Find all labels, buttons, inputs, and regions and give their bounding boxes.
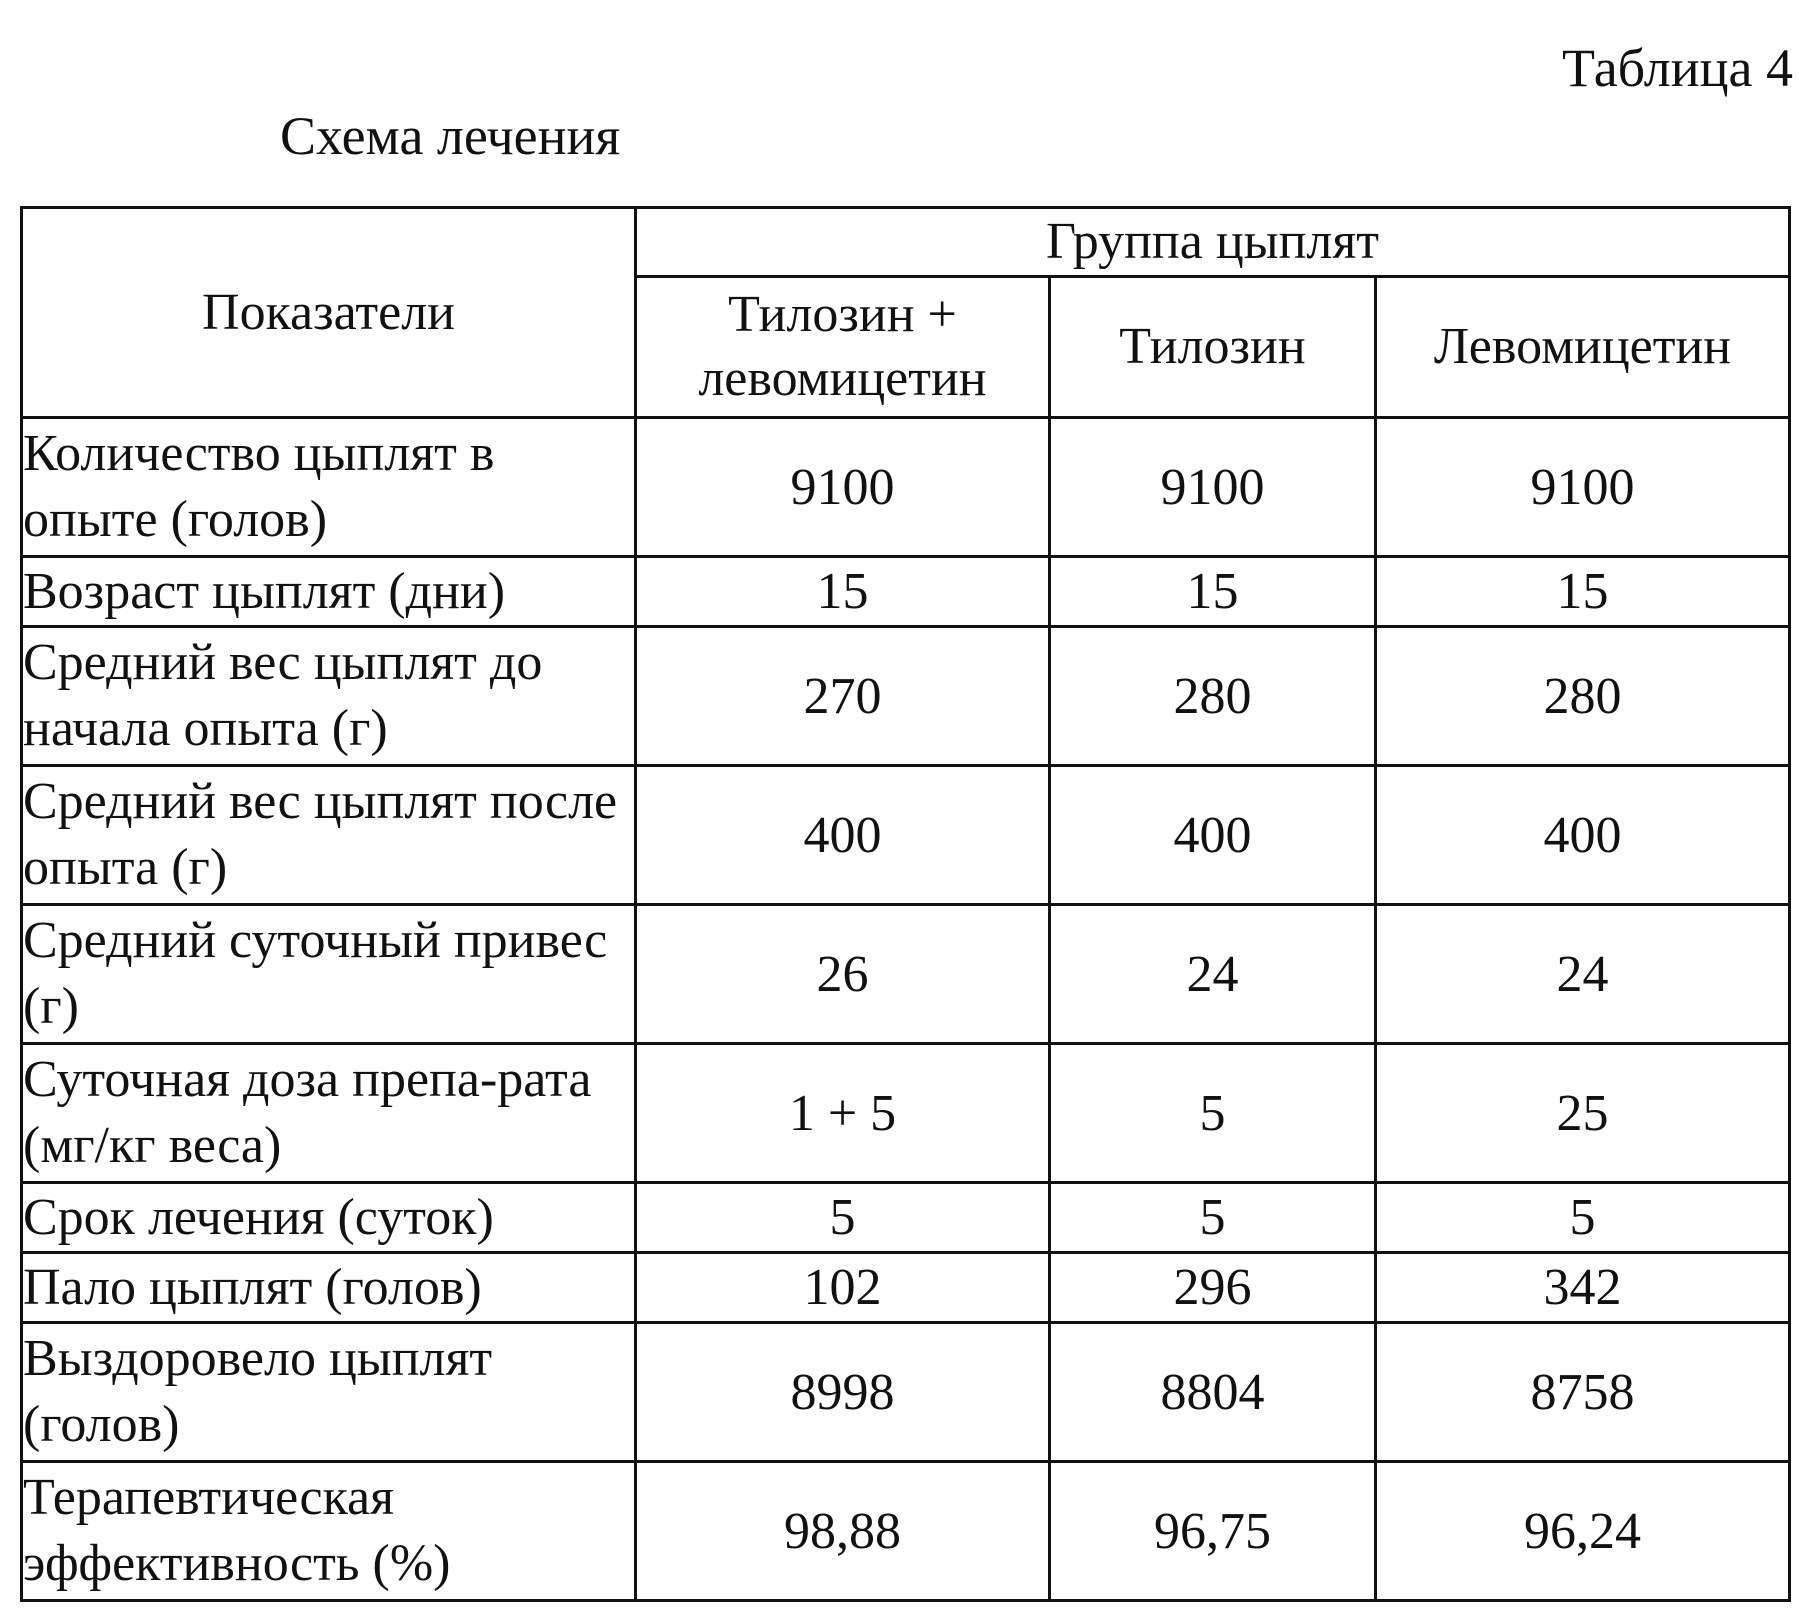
row-label: Выздоровело цыплят (голов) — [20, 1321, 637, 1463]
cell-value: 5 — [634, 1181, 1051, 1254]
cell-value: 400 — [1048, 764, 1377, 906]
header-row-group: Показатели Группа цыплят — [20, 206, 1792, 419]
cell-value: 5 — [1048, 1181, 1377, 1254]
table-row: Количество цыплят в опыте (голов) 9100 9… — [20, 416, 1792, 558]
table-row: Срок лечения (суток) 5 5 5 — [20, 1181, 1792, 1254]
cell-value: 342 — [1373, 1251, 1792, 1324]
table-row: Средний суточный привес (г) 26 24 24 — [20, 903, 1792, 1045]
cell-value: 26 — [634, 903, 1051, 1045]
table-row: Пало цыплят (голов) 102 296 342 — [20, 1251, 1792, 1324]
cell-value: 9100 — [1048, 416, 1377, 558]
row-label: Средний вес цыплят до начала опыта (г) — [20, 625, 637, 767]
table-row: Терапевтическая эффективность (%) 98,88 … — [20, 1460, 1792, 1602]
cell-value: 25 — [1373, 1042, 1792, 1184]
header-chicken-group: Группа цыплят — [633, 206, 1792, 278]
cell-value: 15 — [1373, 555, 1792, 628]
row-label: Срок лечения (суток) — [20, 1181, 637, 1254]
cell-value: 8804 — [1048, 1321, 1377, 1463]
row-label: Возраст цыплят (дни) — [20, 555, 637, 628]
cell-value: 15 — [1048, 555, 1377, 628]
cell-value: 8998 — [634, 1321, 1051, 1463]
cell-value: 9100 — [634, 416, 1051, 558]
cell-value: 8758 — [1373, 1321, 1792, 1463]
table-title: Схема лечения — [280, 106, 621, 166]
cell-value: 400 — [634, 764, 1051, 906]
cell-value: 5 — [1373, 1181, 1792, 1254]
table-number: Таблица 4 — [1562, 38, 1793, 98]
cell-value: 96,24 — [1373, 1460, 1792, 1602]
table-row: Средний вес цыплят после опыта (г) 400 4… — [20, 764, 1792, 906]
header-column-levomycetin: Левомицетин — [1373, 275, 1792, 419]
cell-value: 400 — [1373, 764, 1792, 906]
header-column-tylosin-levomycetin: Тилозин + левомицетин — [634, 275, 1051, 419]
table-row: Возраст цыплят (дни) 15 15 15 — [20, 555, 1792, 628]
cell-value: 24 — [1373, 903, 1792, 1045]
cell-value: 5 — [1048, 1042, 1377, 1184]
cell-value: 280 — [1048, 625, 1377, 767]
treatment-table: Показатели Группа цыплят Тилозин + левом… — [20, 206, 1792, 1602]
row-label: Средний вес цыплят после опыта (г) — [20, 764, 637, 906]
cell-value: 24 — [1048, 903, 1377, 1045]
cell-value: 280 — [1373, 625, 1792, 767]
row-label: Средний суточный привес (г) — [20, 903, 637, 1045]
row-label: Суточная доза препа-рата (мг/кг веса) — [20, 1042, 637, 1184]
header-column-tylosin: Тилозин — [1048, 275, 1377, 419]
table-row: Выздоровело цыплят (голов) 8998 8804 875… — [20, 1321, 1792, 1463]
row-label: Количество цыплят в опыте (голов) — [20, 416, 637, 558]
cell-value: 98,88 — [634, 1460, 1051, 1602]
header-row-columns: Тилозин + левомицетин Тилозин Левомицети… — [22, 275, 1792, 419]
row-label: Терапевтическая эффективность (%) — [20, 1460, 637, 1602]
cell-value: 96,75 — [1048, 1460, 1377, 1602]
row-label: Пало цыплят (голов) — [20, 1251, 637, 1324]
table-row: Средний вес цыплят до начала опыта (г) 2… — [20, 625, 1792, 767]
cell-value: 15 — [634, 555, 1051, 628]
cell-value: 102 — [634, 1251, 1051, 1324]
cell-value: 296 — [1048, 1251, 1377, 1324]
table-row: Суточная доза препа-рата (мг/кг веса) 1 … — [20, 1042, 1792, 1184]
cell-value: 9100 — [1373, 416, 1792, 558]
cell-value: 1 + 5 — [634, 1042, 1051, 1184]
cell-value: 270 — [634, 625, 1051, 767]
header-indicators: Показатели — [20, 206, 637, 419]
